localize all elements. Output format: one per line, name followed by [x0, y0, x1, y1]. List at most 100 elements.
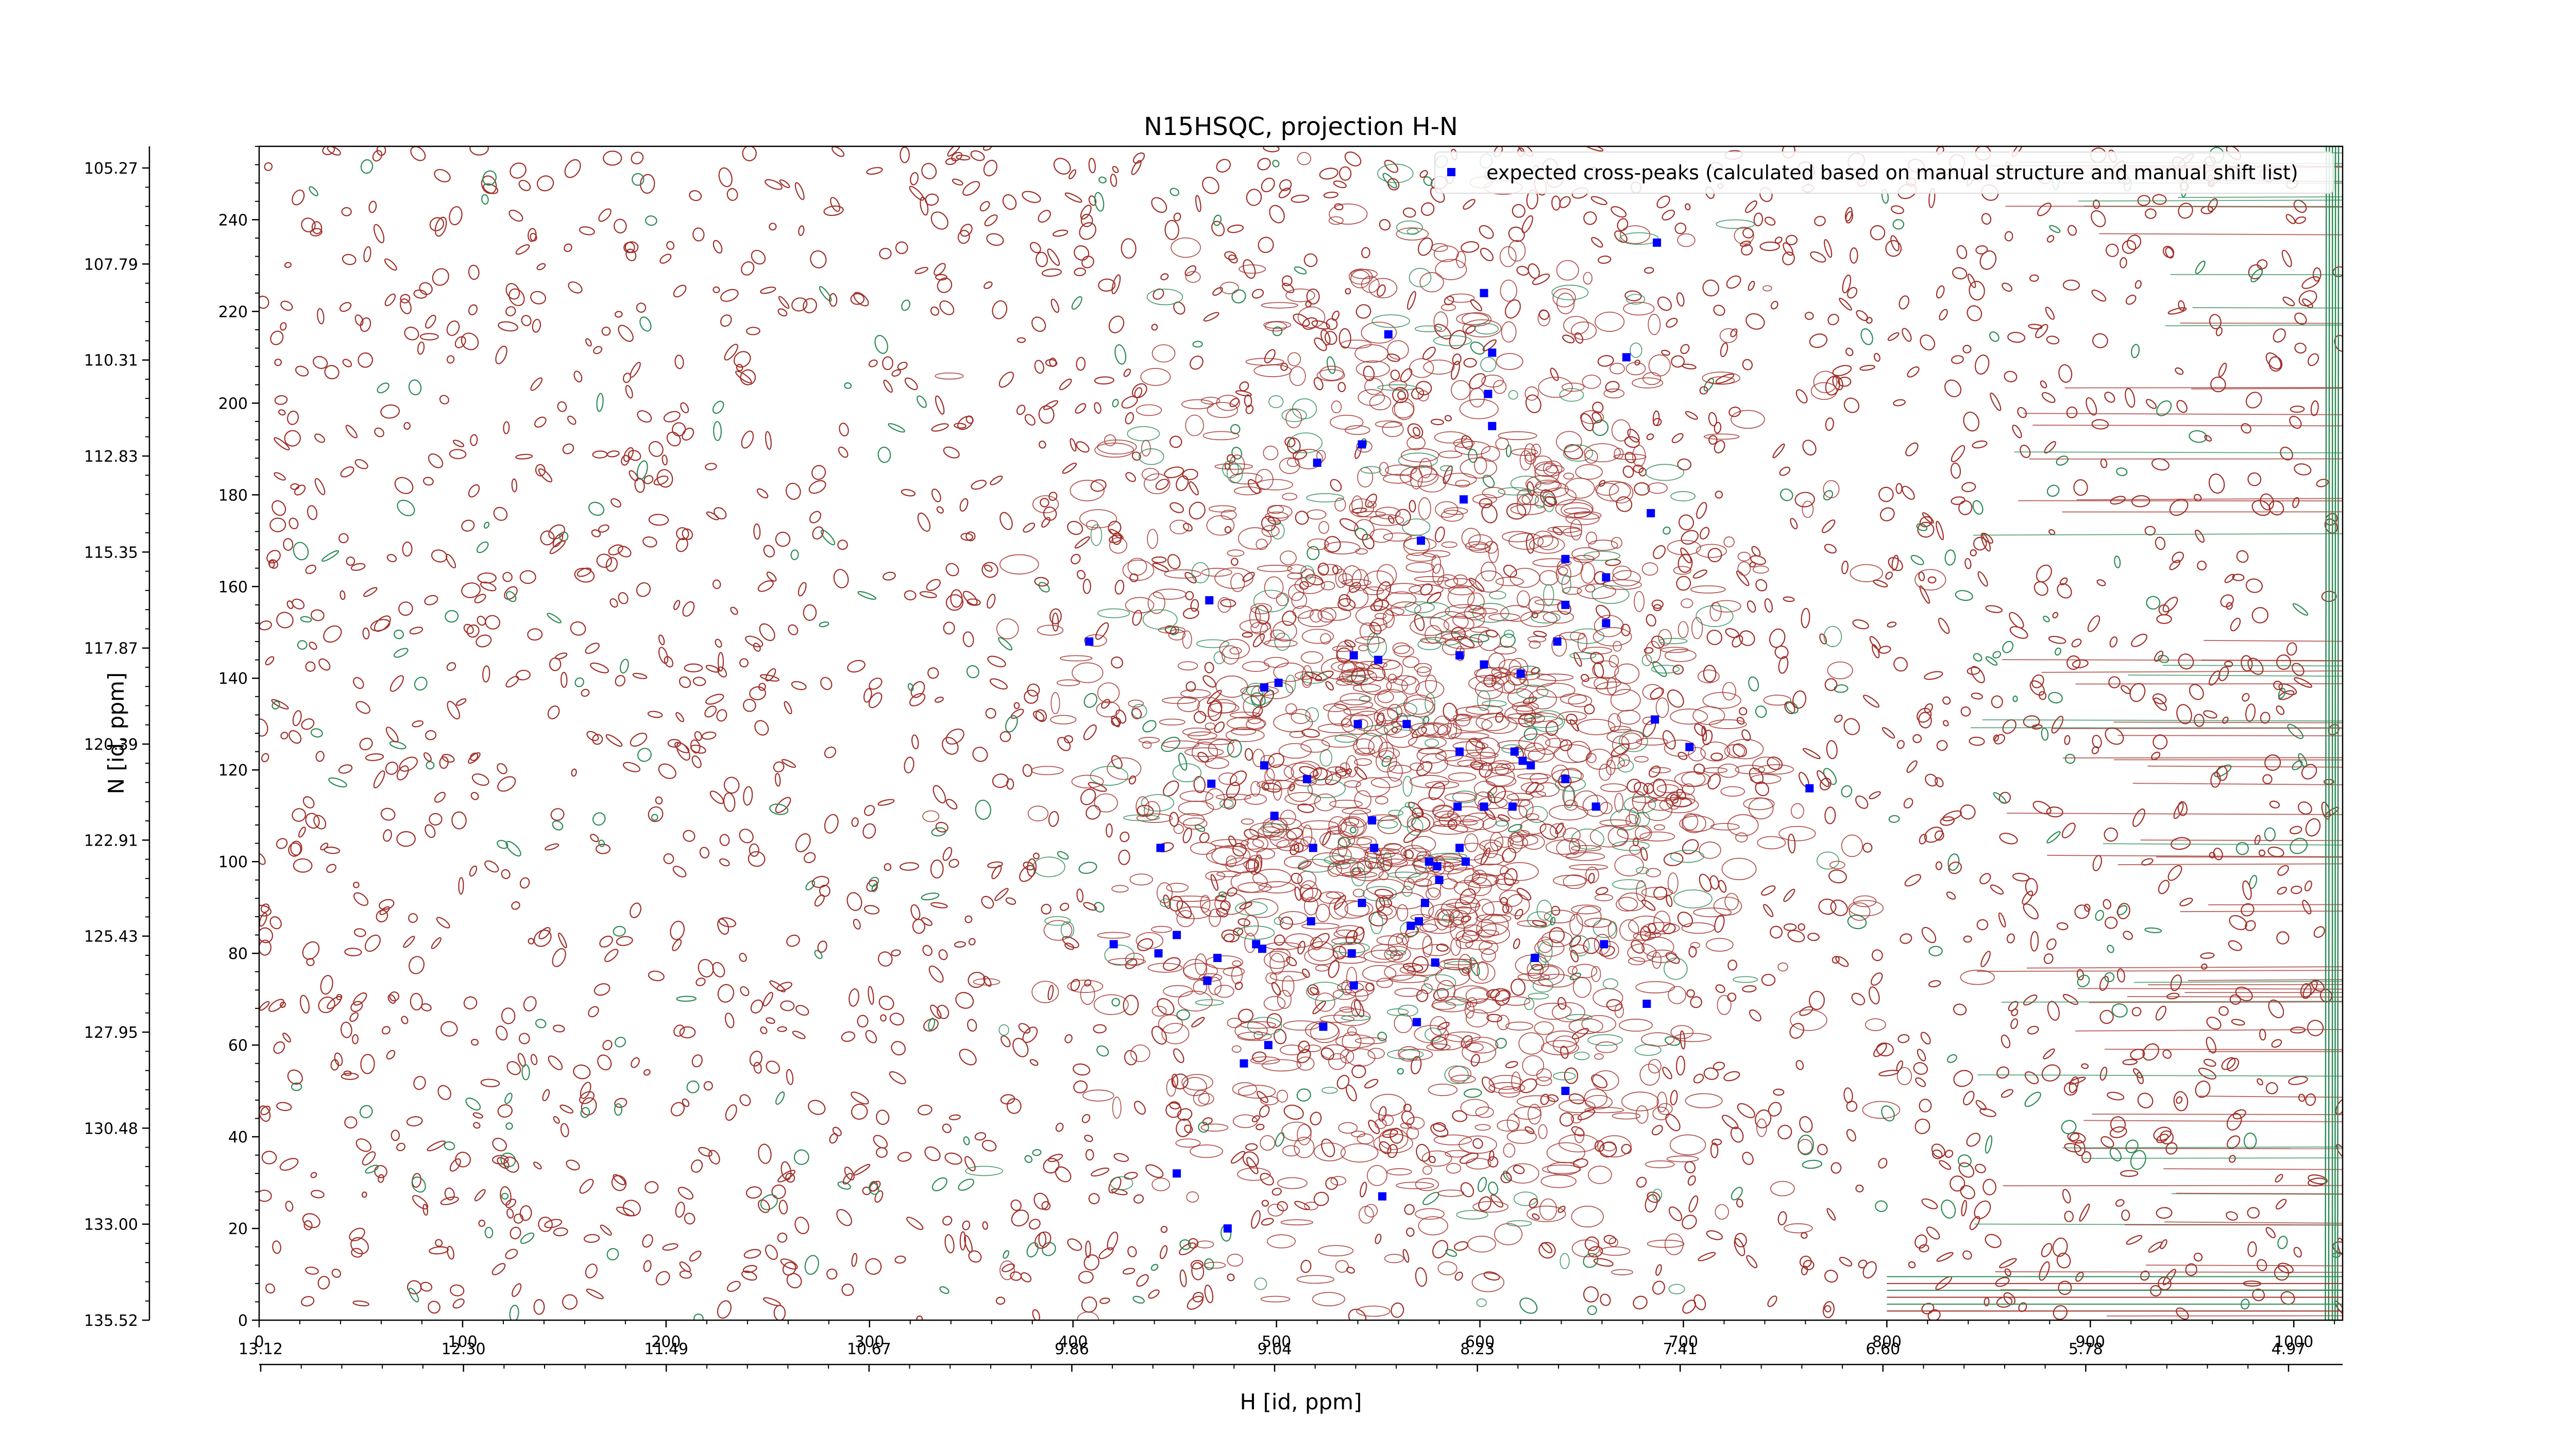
cross-peak-point [1358, 440, 1366, 449]
y-tick-label: 120 [218, 762, 248, 780]
cross-peak-point [1368, 816, 1377, 825]
cross-peak-point [1374, 655, 1383, 664]
cross-peak-point [1207, 779, 1216, 788]
x-ppm-tick-label: 8.23 [1460, 1340, 1495, 1358]
cross-peak-point [1653, 238, 1662, 247]
edge-streak-contours [1887, 146, 2343, 1320]
cross-peak-point [1480, 660, 1488, 669]
cross-peak-point [1420, 899, 1429, 907]
x-axis-ticks: 0 100 200 300 400 500 600 700 800 900 1000 [254, 1320, 2335, 1351]
edge-contour-line [2337, 146, 2340, 1320]
y-tick-label: 220 [218, 303, 248, 321]
cross-peak-point [1213, 954, 1222, 963]
x-tick-label: 100 [448, 1333, 477, 1351]
y-tick-label: 180 [218, 486, 248, 504]
x-tick-label: 600 [1465, 1333, 1495, 1351]
cross-peak-point [1260, 683, 1268, 692]
y-axis-ticks: 0 20 40 60 80 100 120 140 160 180 200 220 240 [218, 146, 259, 1330]
cross-peak-point [1561, 1087, 1570, 1096]
cross-peak-point [1591, 802, 1600, 811]
cross-peak-point [1370, 844, 1379, 852]
y-tick-label: 20 [228, 1220, 248, 1238]
y-tick-label: 100 [218, 853, 248, 871]
cross-peak-point [1358, 899, 1366, 907]
x-ppm-tick-label: 11.49 [644, 1340, 688, 1358]
cross-peak-point [1260, 761, 1268, 770]
chart-title: N15HSQC, projection H-N [1144, 112, 1458, 141]
x-ppm-tick-label: 6.60 [1866, 1340, 1900, 1358]
legend-marker-icon [1447, 168, 1455, 176]
y-tick-label: 240 [218, 211, 248, 229]
cross-peak-point [1455, 651, 1464, 660]
cross-peak-point [1347, 949, 1356, 958]
cross-peak-point [1508, 802, 1517, 811]
cross-peak-point [1602, 619, 1611, 628]
y-ppm-tick-label: 127.95 [84, 1024, 138, 1042]
cross-peak-point [1651, 715, 1659, 724]
cross-peak-point [1553, 637, 1562, 646]
y-tick-label: 140 [218, 670, 248, 688]
x-tick-label: 400 [1058, 1333, 1088, 1351]
cross-peak-point [1531, 954, 1539, 963]
y-ppm-tick-label: 105.27 [84, 160, 138, 178]
cross-peak-point [1805, 784, 1814, 793]
cross-peak-point [1349, 981, 1358, 990]
cross-peak-point [1223, 1224, 1232, 1233]
cross-peak-point [1527, 761, 1535, 770]
cross-peak-point [1647, 509, 1655, 517]
cross-peak-point [1417, 536, 1426, 545]
cross-peak-point [1173, 1169, 1181, 1178]
cross-peak-point [1488, 348, 1497, 357]
cross-peak-point [1510, 747, 1519, 756]
cross-peak-point [1642, 1000, 1651, 1008]
cross-peak-point [1173, 931, 1181, 939]
cross-peak-point [1384, 330, 1393, 339]
x-axis-label: H [id, ppm] [1240, 1389, 1362, 1414]
cross-peak-point [1413, 1018, 1421, 1026]
x-tick-label: 500 [1262, 1333, 1291, 1351]
cross-peak-point [1156, 844, 1165, 852]
y-ppm-tick-label: 133.00 [84, 1216, 138, 1234]
x-ppm-tick-label: 7.41 [1663, 1340, 1698, 1358]
cross-peak-point [1602, 573, 1611, 582]
y-tick-label: 0 [238, 1312, 248, 1330]
cross-peak-point [1309, 844, 1317, 852]
y-axis-label: N [id, ppm] [104, 672, 129, 795]
cross-peak-point [1480, 289, 1488, 297]
x-tick-label: 0 [254, 1333, 264, 1351]
y-ppm-tick-label: 110.31 [84, 352, 138, 370]
y-tick-label: 60 [228, 1037, 248, 1055]
cross-peak-point [1561, 600, 1570, 609]
cross-peak-point [1518, 756, 1527, 765]
cross-peak-point [1402, 720, 1411, 729]
x-ppm-axis-ticks: 13.12 12.30 11.49 10.67 9.86 9.04 8.23 7.41 6.60… [239, 1340, 2306, 1372]
cross-peak-point [1406, 921, 1415, 930]
x-ppm-tick-label: 9.04 [1258, 1340, 1292, 1358]
x-tick-label: 1000 [2274, 1333, 2313, 1351]
cross-peak-point [1459, 495, 1468, 504]
cross-peak-point [1622, 353, 1631, 362]
x-ppm-tick-label: 4.97 [2272, 1340, 2306, 1358]
cross-peak-layer [1085, 238, 1814, 1233]
cross-peak-point [1516, 669, 1525, 678]
cross-peak-point [1264, 1041, 1273, 1050]
x-ppm-tick-label: 10.67 [847, 1340, 891, 1358]
x-tick-label: 200 [651, 1333, 681, 1351]
cross-peak-point [1435, 875, 1444, 884]
cross-peak-point [1488, 422, 1497, 430]
cross-peak-point [1240, 1059, 1248, 1068]
y-ppm-tick-label: 130.48 [84, 1120, 138, 1138]
cross-peak-point [1353, 720, 1362, 729]
cross-peak-point [1313, 458, 1321, 467]
y-ppm-tick-label: 115.35 [84, 544, 138, 562]
x-tick-label: 900 [2076, 1333, 2105, 1351]
cross-peak-point [1561, 554, 1570, 563]
signal-contours [922, 152, 1995, 1320]
edge-contour-line [2325, 146, 2327, 1320]
contour-layer [259, 146, 2343, 1320]
cross-peak-point [1205, 596, 1214, 604]
cross-peak-point [1203, 976, 1212, 985]
cross-peak-point [1600, 940, 1608, 949]
x-ppm-tick-label: 13.12 [239, 1340, 283, 1358]
